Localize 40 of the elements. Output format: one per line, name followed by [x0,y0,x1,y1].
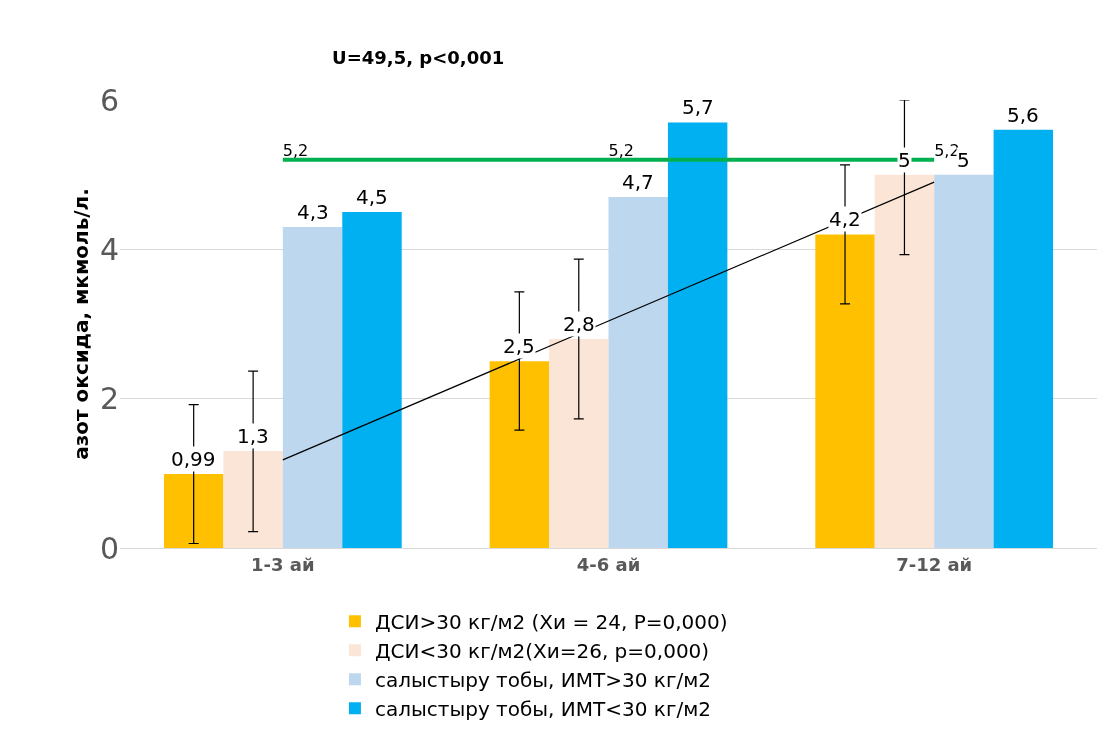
data-label: 2,5 [503,334,535,358]
data-label: 4,3 [297,200,329,224]
data-label: 4,2 [829,207,861,231]
y-tick-label: 0 [99,530,119,566]
legend-label: ДСИ>30 кг/м2 (Хи = 24, Р=0,000) [374,610,728,635]
data-label: 5,6 [1007,103,1039,127]
data-label: 0,99 [171,447,216,471]
bar [934,174,994,548]
bar [874,174,935,548]
bar [223,450,283,548]
data-label: 4,5 [356,185,388,209]
data-label: 5 [898,148,911,172]
bar [549,338,609,548]
bar [667,122,728,548]
data-label: 1,3 [237,424,269,448]
y-tick-label: 4 [99,231,119,267]
bar [282,226,343,548]
bar [993,129,1054,548]
y-tick-label: 6 [99,82,119,118]
data-label: 4,7 [622,170,654,194]
y-tick-label: 2 [99,381,119,417]
data-label: 5,7 [682,95,714,119]
data-label: 5,2 [934,140,960,160]
x-tick-label: 4-6 ай [576,553,641,575]
bar [815,234,875,548]
chart-title: U=49,5, p<0,001 [332,47,505,69]
data-label: 5 [957,148,970,172]
bar [608,197,668,548]
x-tick-label: 7-12 ай [896,553,973,575]
bar [163,474,224,548]
y-axis-title: азот оксида, мкмоль/л. [69,188,94,460]
data-label: 5,2 [608,140,634,160]
bar [342,212,402,548]
x-tick-label: 1-3 ай [251,553,315,575]
legend-label: салыстыру тобы, ИМТ>30 кг/м2 [374,668,711,693]
data-label: 5,2 [282,140,309,160]
bar [489,361,550,548]
legend-label: салыстыру тобы, ИМТ<30 кг/м2 [374,697,711,722]
data-label: 2,8 [563,312,595,336]
legend-label: ДСИ<30 кг/м2(Хи=26, р=0,000) [374,639,710,664]
